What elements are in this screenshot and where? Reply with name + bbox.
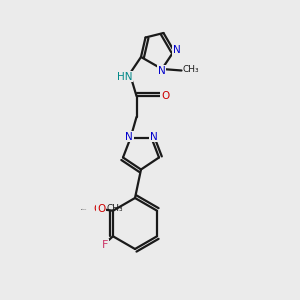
Text: N: N [158, 65, 165, 76]
Text: methoxy: methoxy [81, 208, 88, 210]
Text: N: N [150, 131, 158, 142]
Text: HN: HN [117, 71, 132, 82]
Text: O: O [94, 204, 102, 214]
Text: CH₃: CH₃ [106, 204, 123, 213]
Text: O: O [97, 204, 105, 214]
Text: CH₃: CH₃ [182, 65, 199, 74]
Text: O: O [161, 91, 169, 101]
Text: N: N [125, 131, 133, 142]
Text: F: F [102, 240, 109, 250]
Text: N: N [172, 45, 180, 56]
